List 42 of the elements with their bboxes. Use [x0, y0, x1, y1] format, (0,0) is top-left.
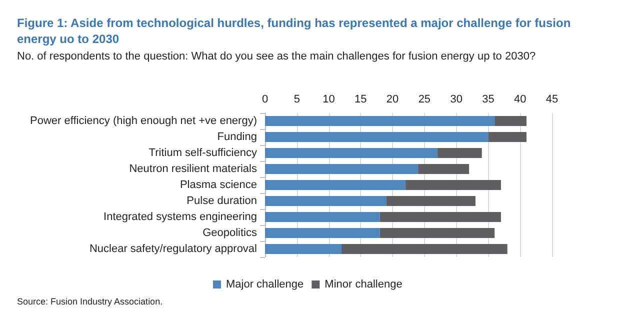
x-tick-label: 20 — [386, 94, 399, 106]
y-tick-label: Funding — [217, 131, 257, 143]
x-tick-label: 10 — [322, 94, 335, 106]
bar — [265, 164, 418, 174]
bar — [380, 212, 501, 222]
x-tick-label: 35 — [482, 94, 494, 106]
bar — [488, 132, 526, 142]
bar — [437, 148, 482, 158]
bar — [265, 180, 406, 190]
bar — [265, 244, 342, 254]
y-tick-label: Integrated systems engineering — [104, 211, 257, 223]
bar — [405, 180, 501, 190]
bar — [265, 228, 380, 238]
legend-label: Major challenge — [226, 278, 304, 290]
x-tick-label: 15 — [354, 94, 367, 106]
chart-subtitle: No. of respondents to the question: What do you see as the main challenges for fusion energy up to 2030? — [17, 50, 536, 62]
y-tick-label: Nuclear safety/regulatory approval — [89, 243, 257, 255]
bar — [342, 244, 508, 254]
bar — [265, 132, 488, 142]
bar — [418, 164, 470, 174]
bar — [265, 148, 438, 158]
x-tick-label: 25 — [418, 94, 431, 106]
y-tick-label: Geopolitics — [202, 227, 258, 239]
x-tick-label: 5 — [294, 94, 300, 106]
x-tick-label: 0 — [262, 94, 268, 106]
bar — [265, 116, 495, 126]
x-tick-label: 45 — [546, 94, 558, 106]
chart-title: Figure 1: Aside from technological hurdles, funding has represented a major challenge for fusion energy uo to 2030 — [17, 16, 574, 46]
y-tick-label: Plasma science — [180, 179, 257, 191]
y-tick-label: Neutron resilient materials — [129, 163, 258, 175]
source-note: Source: Fusion Industry Association. — [17, 296, 163, 306]
x-tick-label: 40 — [514, 94, 526, 106]
y-tick-label: Pulse duration — [186, 195, 257, 207]
y-tick-label: Power efficiency (high enough net +ve energy) — [30, 115, 257, 127]
bar — [380, 228, 495, 238]
legend-label: Minor challenge — [324, 278, 402, 290]
bar — [494, 116, 526, 126]
bar — [265, 212, 380, 222]
y-tick-label: Tritium self-sufficiency — [148, 147, 258, 159]
x-tick-label: 30 — [450, 94, 462, 106]
bar — [386, 196, 476, 206]
bar — [265, 196, 386, 206]
